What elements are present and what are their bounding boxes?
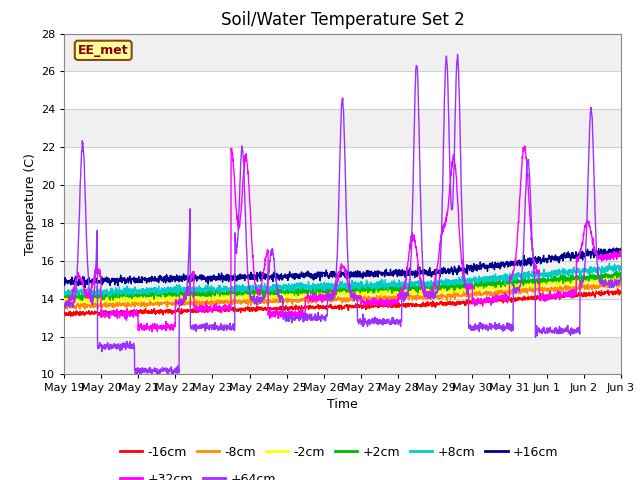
Bar bbox=[64, 185, 621, 223]
Text: EE_met: EE_met bbox=[78, 44, 129, 57]
X-axis label: Time: Time bbox=[327, 397, 358, 410]
Bar bbox=[64, 261, 621, 299]
Bar bbox=[64, 34, 621, 72]
Title: Soil/Water Temperature Set 2: Soil/Water Temperature Set 2 bbox=[221, 11, 464, 29]
Bar bbox=[64, 72, 621, 109]
Bar bbox=[64, 336, 621, 374]
Y-axis label: Temperature (C): Temperature (C) bbox=[24, 153, 36, 255]
Bar bbox=[64, 109, 621, 147]
Legend: +32cm, +64cm: +32cm, +64cm bbox=[115, 468, 281, 480]
Bar bbox=[64, 147, 621, 185]
Bar bbox=[64, 299, 621, 336]
Bar bbox=[64, 223, 621, 261]
